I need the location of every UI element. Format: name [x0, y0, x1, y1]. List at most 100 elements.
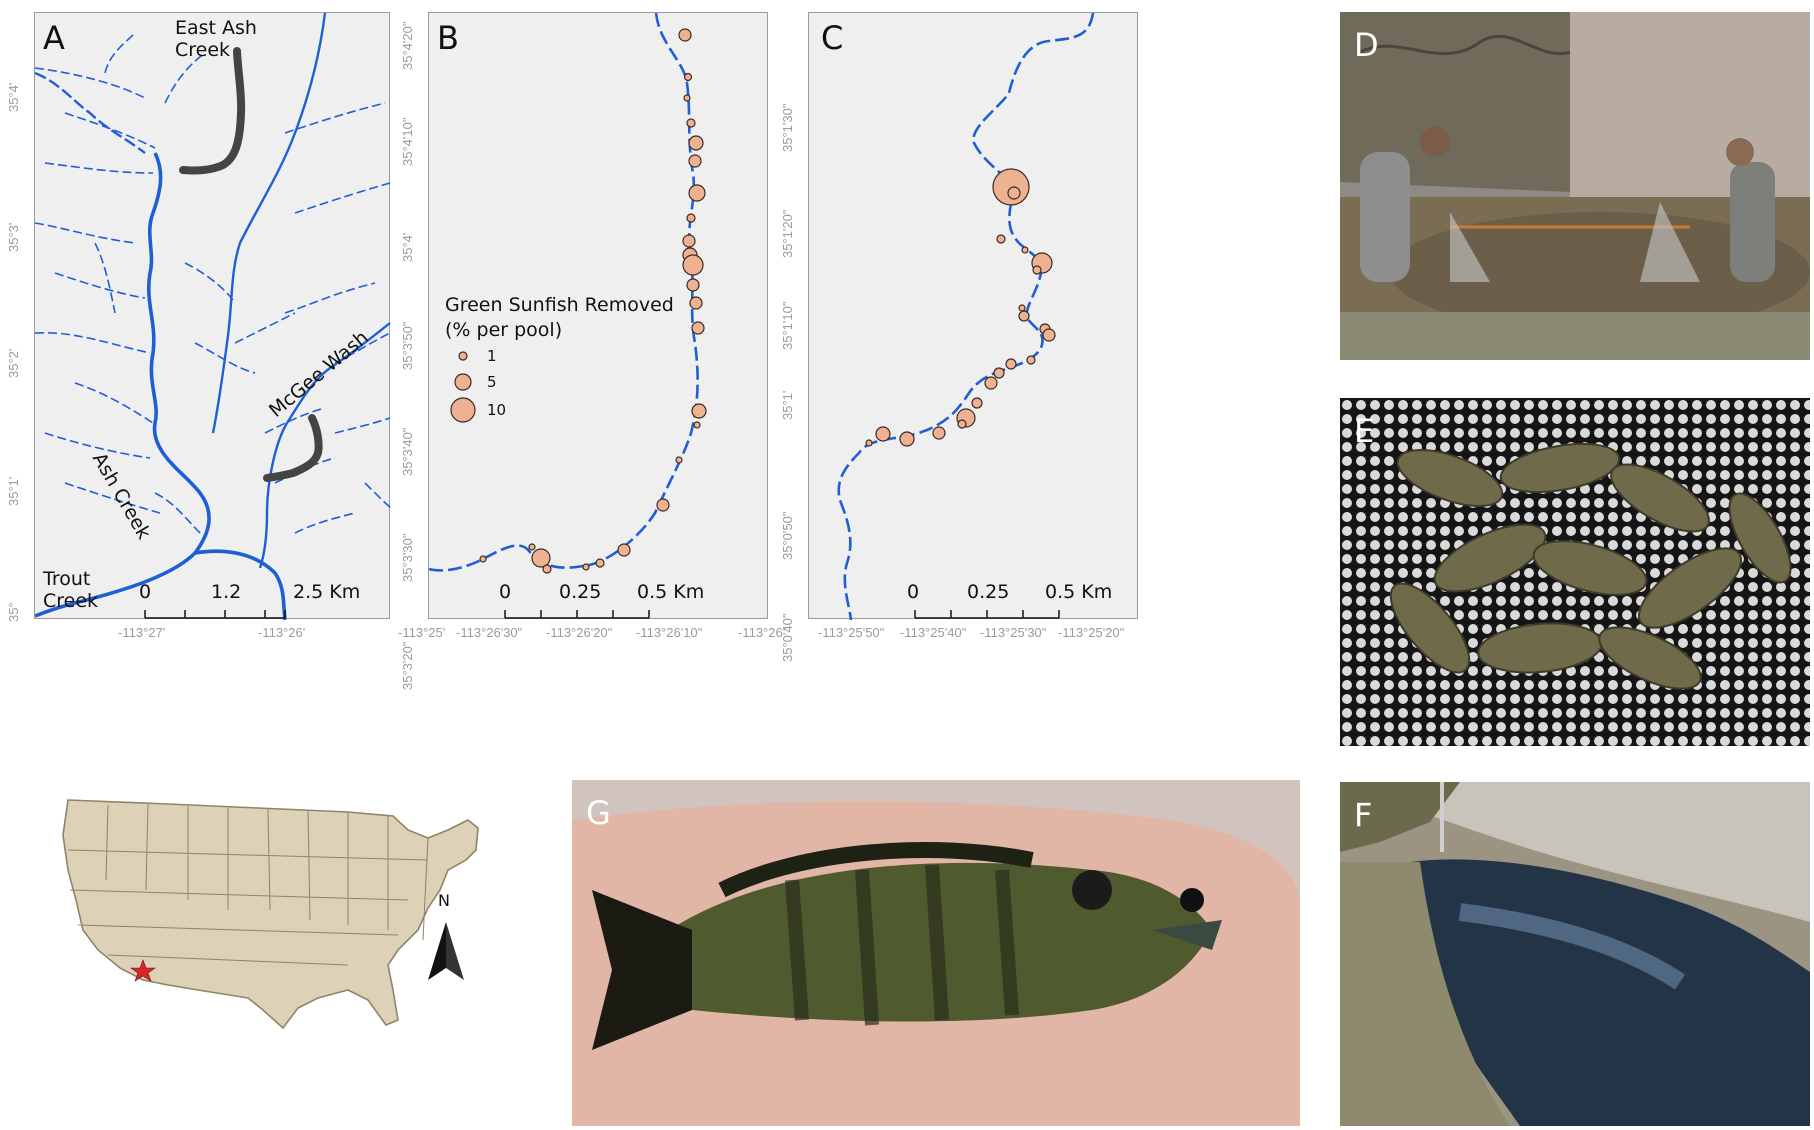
study-site-star — [130, 959, 156, 982]
panel-a-lat-tick: 35°1' — [6, 476, 21, 506]
panel-b-pool-markers — [450, 28, 707, 574]
pool-marker — [691, 321, 705, 335]
pool-marker — [678, 28, 692, 42]
pool-marker — [531, 548, 551, 568]
panel-d-photo-drawing — [1340, 12, 1810, 360]
pool-marker — [688, 135, 704, 151]
pool-marker — [542, 564, 552, 574]
panel-f-photo-pool: F — [1340, 782, 1810, 1126]
legend-value-1: 1 — [487, 347, 497, 365]
panel-e-photo-fish-net: E — [1340, 398, 1810, 746]
pool-marker — [686, 213, 696, 223]
panel-c-lon-tick: -113°25'30" — [980, 625, 1047, 640]
panel-c-lat-tick: 35°0'50" — [780, 511, 795, 560]
pool-marker — [932, 426, 946, 440]
panel-c-scale-mid: 0.25 — [967, 581, 1010, 603]
north-arrow — [428, 922, 464, 980]
east-ash-creek-label: East Ash Creek — [175, 17, 257, 61]
panel-c-lat-tick: 35°1'10" — [780, 301, 795, 350]
pool-marker — [693, 421, 701, 429]
panel-c-pool-markers — [865, 168, 1056, 447]
panel-b-label: B — [437, 19, 459, 57]
panel-c-label: C — [821, 19, 844, 57]
pool-marker — [899, 431, 915, 447]
panel-b-lon-tick: -113°26'30" — [456, 625, 523, 640]
pool-marker — [1005, 358, 1017, 370]
panel-f-photo-drawing — [1340, 782, 1810, 1126]
pool-marker — [971, 397, 983, 409]
panel-b-scale-mid: 0.25 — [559, 581, 602, 603]
pool-marker — [1026, 355, 1036, 365]
panel-c-pool-map: C 0 0.25 0.5 Km — [808, 12, 1138, 620]
legend-circle-10 — [450, 397, 476, 423]
pool-marker — [996, 234, 1006, 244]
panel-b-lon-tick: -113°26'20" — [546, 625, 613, 640]
us-locator-map — [62, 799, 479, 1030]
panel-c-lon-tick: -113°25'20" — [1058, 625, 1125, 640]
panel-a-stream-network — [35, 13, 391, 620]
pool-marker — [479, 555, 487, 563]
panel-b-stream-and-pools — [429, 13, 707, 619]
pool-marker — [683, 94, 691, 102]
north-arrow-label: N — [438, 891, 450, 910]
pool-marker — [1018, 304, 1026, 312]
panel-a-lon-tick: -113°25' — [398, 625, 446, 640]
pool-marker — [582, 563, 590, 571]
panel-c-lon-tick: -113°25'50" — [818, 625, 885, 640]
legend-title-line1: Green Sunfish Removed — [445, 294, 674, 316]
panel-c-lat-tick: 35°1'30" — [780, 103, 795, 152]
pool-marker — [528, 543, 536, 551]
pool-marker — [617, 543, 631, 557]
pool-marker — [682, 254, 704, 276]
pool-marker — [1042, 328, 1056, 342]
panel-c-scale-0: 0 — [907, 581, 920, 603]
pool-marker — [1018, 310, 1030, 322]
panel-b-lon-tick: -113°26' — [738, 625, 786, 640]
panel-b-scale-end: 0.5 Km — [637, 581, 705, 603]
panel-c-lat-tick: 35°1' — [780, 390, 795, 420]
panel-a-scale-mid: 1.2 — [211, 581, 242, 603]
pool-marker — [993, 367, 1005, 379]
pool-marker — [686, 118, 696, 128]
pool-marker — [675, 456, 683, 464]
pool-marker — [688, 184, 706, 202]
panel-f-label: F — [1354, 796, 1373, 834]
pool-marker — [691, 403, 707, 419]
trout-creek-label-line2: Creek — [43, 590, 99, 612]
panel-b-scale-0: 0 — [499, 581, 512, 603]
pool-marker — [865, 439, 873, 447]
panel-d-label: D — [1354, 26, 1379, 64]
panel-a-lon-tick: -113°27' — [118, 625, 166, 640]
panel-a-scale-end: 2.5 Km — [293, 581, 361, 603]
panel-g-photo-drawing — [572, 780, 1300, 1126]
panel-c-lat-tick: 35°0'40" — [780, 613, 795, 662]
legend-title: Green Sunfish Removed (% per pool) — [445, 293, 674, 343]
panel-b-pool-map: B Green Sunfish Removed (% per pool) 1 5… — [428, 12, 768, 619]
pool-marker — [595, 558, 605, 568]
trout-creek-label: Trout Creek — [43, 568, 98, 612]
legend-value-10: 10 — [487, 401, 507, 419]
panel-a-lat-tick: 35°2' — [6, 348, 21, 378]
pool-marker — [686, 278, 700, 292]
legend-value-5: 5 — [487, 373, 497, 391]
pool-marker — [992, 168, 1030, 206]
east-ash-creek-label-line2: Creek — [175, 39, 231, 61]
pool-marker — [1007, 186, 1021, 200]
panel-b-lat-tick: 35°4'10" — [400, 117, 415, 166]
pool-marker — [1021, 246, 1029, 254]
legend-circle-1 — [458, 351, 468, 361]
panel-a-scale-0: 0 — [139, 581, 152, 603]
panel-g-photo-green-sunfish: G — [572, 780, 1300, 1126]
panel-b-lat-tick: 35°4' — [400, 232, 415, 262]
pool-marker — [957, 419, 967, 429]
panel-a-lat-tick: 35°3' — [6, 222, 21, 252]
pool-marker — [683, 72, 693, 82]
panel-a-lon-tick: -113°26' — [258, 625, 306, 640]
panel-b-lon-tick: -113°26'10" — [636, 625, 703, 640]
panel-a-lat-tick: 35°4' — [6, 82, 21, 112]
panel-b-lat-tick: 35°3'50" — [400, 321, 415, 370]
panel-c-scale-end: 0.5 Km — [1045, 581, 1113, 603]
pool-marker — [688, 154, 702, 168]
panel-g-label: G — [586, 794, 611, 832]
pool-marker — [682, 234, 696, 248]
